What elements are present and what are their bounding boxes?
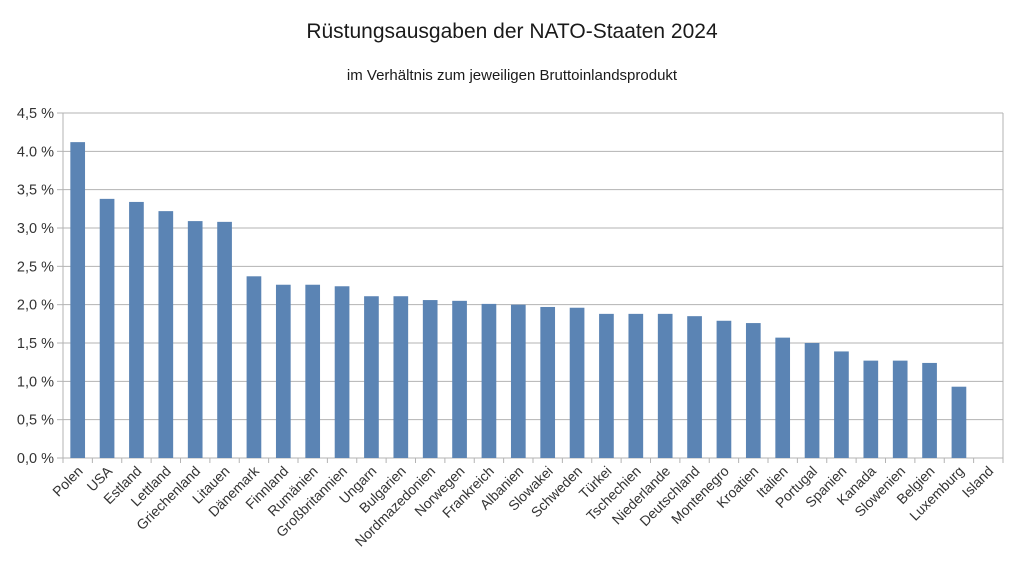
bar [422, 300, 438, 458]
bar [687, 316, 702, 458]
bar [540, 306, 556, 458]
y-tick-label: 4.0 % [17, 144, 54, 160]
bar [804, 343, 820, 458]
y-tick-label: 2,0 % [17, 298, 54, 314]
chart-subtitle: im Verhältnis zum jeweiligen Bruttoinlan… [346, 67, 678, 84]
chart-title: Rüstungsausgaben der NATO-Staaten 2024 [306, 20, 718, 43]
bar [246, 276, 262, 458]
bar [99, 198, 115, 458]
y-tick-label: 0,0 % [17, 451, 54, 467]
bar [393, 296, 409, 458]
y-tick-label: 0,5 % [17, 413, 54, 429]
bar [158, 211, 174, 458]
bar [775, 337, 791, 458]
bar [892, 360, 908, 458]
bar [599, 313, 614, 458]
bar [364, 296, 379, 458]
bar [745, 323, 761, 458]
y-tick-label: 1,0 % [17, 374, 54, 390]
bar [863, 360, 879, 458]
bar [70, 142, 86, 458]
bar [275, 284, 291, 458]
y-tick-label: 3,5 % [17, 183, 54, 199]
bar [569, 307, 585, 458]
bar [305, 284, 321, 458]
bar [922, 362, 937, 458]
y-tick-label: 3,0 % [17, 221, 54, 237]
bar [951, 386, 967, 458]
bar [481, 303, 497, 458]
bar [657, 313, 673, 458]
bar [452, 300, 467, 458]
category-label: Polen [49, 463, 86, 500]
y-tick-label: 4,5 % [17, 106, 54, 122]
bar [217, 221, 232, 458]
bar [334, 286, 350, 458]
category-label: Island [959, 463, 997, 501]
bar [510, 304, 526, 458]
bar [628, 313, 644, 458]
y-tick-label: 2,5 % [17, 259, 54, 275]
bar [834, 351, 849, 458]
bar [129, 201, 144, 458]
y-tick-label: 1,5 % [17, 336, 54, 352]
bar [187, 221, 203, 458]
bar [716, 320, 732, 458]
